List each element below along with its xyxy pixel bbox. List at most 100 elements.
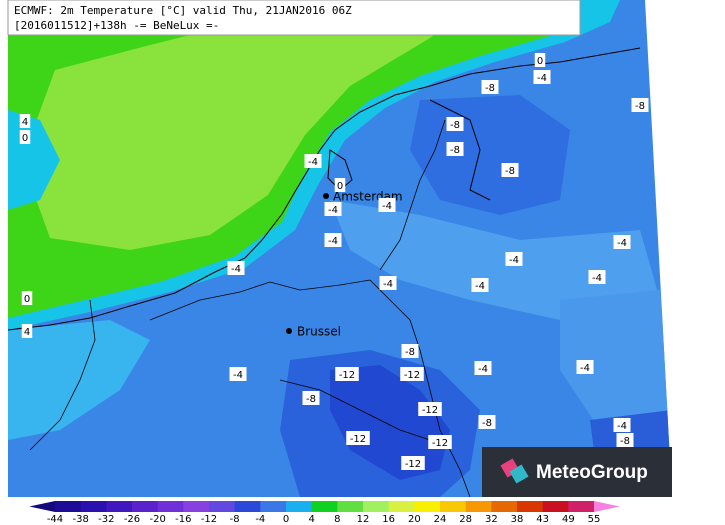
contour-label-bg [446, 117, 464, 131]
contour-label: -4 [509, 255, 519, 266]
contour-label: -8 [620, 436, 630, 447]
contour-label-bg [478, 415, 496, 429]
contour-label: -4 [537, 73, 547, 84]
field-colder [330, 365, 450, 480]
colorbar-swatch [80, 501, 107, 512]
contour-label-bg [613, 418, 631, 432]
contour-label: -8 [450, 120, 460, 131]
colorbar-label: 16 [382, 514, 395, 525]
colorbar-label: -4 [255, 514, 265, 525]
field-coast [8, 320, 150, 440]
contour-label: -8 [485, 83, 495, 94]
border [29, 299, 96, 451]
contour-label: -4 [592, 273, 602, 284]
colorbar-swatch [209, 501, 236, 512]
field-sea-mild [22, 0, 480, 250]
contour-label: 0 [24, 294, 30, 305]
contour-label-bg [19, 114, 31, 128]
contour-label: -8 [450, 145, 460, 156]
logo-text: MeteoGroup [536, 462, 648, 483]
colorbar-swatch [388, 501, 415, 512]
colorbar-swatch [594, 501, 620, 512]
coastline [429, 99, 491, 201]
contour-label-bg [401, 456, 425, 470]
contour-label: -4 [308, 157, 318, 168]
contour-label: 0 [537, 56, 543, 67]
contour-label-bg [302, 391, 320, 405]
contour-label-bg [304, 154, 322, 168]
contour-labels: 0 -4 -8 -8 -8 -8 -8 -4 0 -4 -4 4 0 -4 -4 -4 -4 -4 -4 -4 0 4 -8… [19, 53, 649, 470]
coastlines [7, 47, 641, 331]
coastline [327, 149, 353, 191]
contour-label: -4 [475, 281, 485, 292]
colorbar-swatch [106, 501, 133, 512]
contour-label-bg [576, 360, 594, 374]
contour-label: -4 [617, 421, 627, 432]
colorbar-label: -16 [175, 514, 191, 525]
header-title: ECMWF: 2m Temperature [°C] valid Thu, 21… [14, 4, 352, 17]
colorbar: -44 -38 -32 -26 -20 -16 -12 -8 -4 0 4 8 12 16 20 24 28 32… [29, 501, 620, 525]
contour-label-bg [481, 80, 499, 94]
contour-label: 0 [337, 181, 343, 192]
contour-label-bg [534, 53, 546, 67]
colorbar-label: -12 [201, 514, 217, 525]
field-light [560, 290, 672, 430]
city-label: Brussel [297, 325, 341, 339]
contour-label-bg [401, 344, 419, 358]
contour-label: -4 [617, 238, 627, 249]
contour-label: -12 [350, 434, 366, 445]
colorbar-swatch [157, 501, 184, 512]
contour-label: -4 [382, 201, 392, 212]
contour-label-bg [446, 142, 464, 156]
colorbar-swatch [337, 501, 364, 512]
contour-label-bg [379, 276, 397, 290]
contour-label-bg [324, 202, 342, 216]
borders [29, 119, 471, 498]
contour-label: -4 [233, 370, 243, 381]
contour-label: -12 [422, 405, 438, 416]
colorbar-label: 4 [308, 514, 314, 525]
border [379, 119, 446, 271]
contour-label-bg [501, 163, 519, 177]
city-marker [286, 328, 292, 334]
colorbar-swatch [311, 501, 338, 512]
contour-label: -8 [635, 101, 645, 112]
contour-label-bg [588, 270, 606, 284]
colorbar-swatch [542, 501, 569, 512]
colorbar-label: -38 [72, 514, 88, 525]
colorbar-label: 0 [283, 514, 289, 525]
coastline [7, 47, 641, 331]
contour-label: 0 [22, 133, 28, 144]
colorbar-label: 12 [357, 514, 370, 525]
contour-label: -12 [432, 438, 448, 449]
colorbar-label: -8 [230, 514, 240, 525]
colorbar-swatch [568, 501, 595, 512]
colorbar-label: 20 [408, 514, 421, 525]
contour-label: -8 [306, 394, 316, 405]
header-box [7, 0, 581, 36]
contour-label: -4 [478, 364, 488, 375]
contour-label: -4 [328, 236, 338, 247]
colorbar-swatch [440, 501, 467, 512]
colorbar-swatch [132, 501, 159, 512]
contour-label-bg [335, 367, 359, 381]
contour-label-bg [346, 431, 370, 445]
colorbar-swatch [414, 501, 441, 512]
contour-label-bg [19, 130, 31, 144]
border [279, 379, 431, 441]
colorbar-swatch [363, 501, 390, 512]
contour-label-bg [324, 233, 342, 247]
contour-label: -4 [383, 279, 393, 290]
colorbar-label: 43 [536, 514, 549, 525]
contour-label-bg [400, 367, 424, 381]
contour-label-bg [474, 361, 492, 375]
colorbar-label: 49 [562, 514, 575, 525]
colorbar-label: 55 [588, 514, 601, 525]
colorbar-swatch [286, 501, 313, 512]
header-subtitle: [2016011512]+138h -= BeNeLux =- [14, 19, 219, 32]
contour-label: -8 [405, 347, 415, 358]
logo-icon [509, 464, 529, 484]
contour-label-bg [21, 291, 33, 305]
